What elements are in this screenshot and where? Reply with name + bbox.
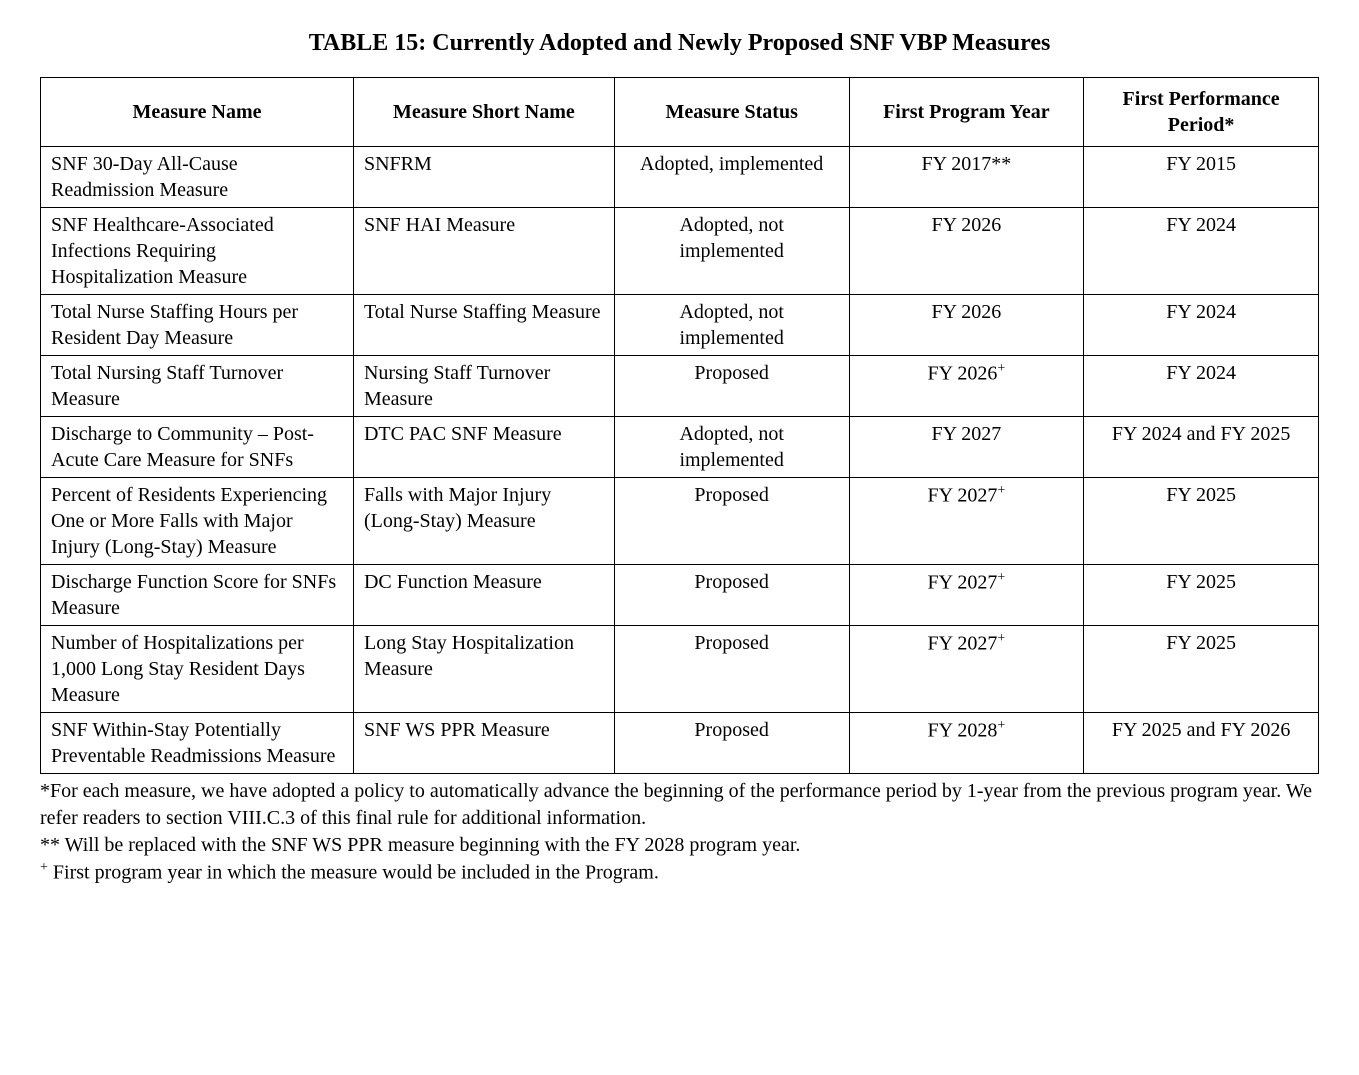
cell-measure-short-name: SNFRM <box>353 147 614 208</box>
cell-measure-short-name: DC Function Measure <box>353 565 614 626</box>
col-measure-short-name: Measure Short Name <box>353 78 614 147</box>
cell-measure-status: Adopted, not implemented <box>614 208 849 295</box>
table-row: Number of Hospitalizations per 1,000 Lon… <box>41 626 1319 713</box>
cell-measure-name: Discharge Function Score for SNFs Measur… <box>41 565 354 626</box>
table-row: SNF 30-Day All-Cause Readmission Measure… <box>41 147 1319 208</box>
table-row: SNF Healthcare-Associated Infections Req… <box>41 208 1319 295</box>
footnote-star: *For each measure, we have adopted a pol… <box>40 778 1319 832</box>
cell-first-program-year: FY 2026 <box>849 208 1084 295</box>
cell-first-program-year: FY 2027+ <box>849 565 1084 626</box>
cell-first-program-year: FY 2026 <box>849 295 1084 356</box>
cell-measure-name: SNF Healthcare-Associated Infections Req… <box>41 208 354 295</box>
footnotes: *For each measure, we have adopted a pol… <box>40 778 1319 887</box>
cell-first-performance-period: FY 2015 <box>1084 147 1319 208</box>
table-row: Total Nurse Staffing Hours per Resident … <box>41 295 1319 356</box>
cell-measure-name: Total Nurse Staffing Hours per Resident … <box>41 295 354 356</box>
footnote-doublestar: ** Will be replaced with the SNF WS PPR … <box>40 832 1319 859</box>
table-header-row: Measure Name Measure Short Name Measure … <box>41 78 1319 147</box>
cell-first-performance-period: FY 2025 <box>1084 626 1319 713</box>
footnote-plus: + First program year in which the measur… <box>40 859 1319 887</box>
cell-measure-short-name: Nursing Staff Turnover Measure <box>353 356 614 417</box>
table-row: SNF Within-Stay Potentially Preventable … <box>41 713 1319 774</box>
cell-measure-status: Proposed <box>614 713 849 774</box>
cell-measure-status: Adopted, not implemented <box>614 295 849 356</box>
table-row: Discharge Function Score for SNFs Measur… <box>41 565 1319 626</box>
cell-first-performance-period: FY 2024 and FY 2025 <box>1084 417 1319 478</box>
cell-measure-short-name: SNF WS PPR Measure <box>353 713 614 774</box>
cell-measure-short-name: DTC PAC SNF Measure <box>353 417 614 478</box>
table-row: Percent of Residents Experiencing One or… <box>41 478 1319 565</box>
cell-measure-status: Adopted, implemented <box>614 147 849 208</box>
cell-measure-short-name: Long Stay Hospitalization Measure <box>353 626 614 713</box>
cell-first-program-year: FY 2028+ <box>849 713 1084 774</box>
measures-table: Measure Name Measure Short Name Measure … <box>40 77 1319 774</box>
cell-first-performance-period: FY 2024 <box>1084 208 1319 295</box>
cell-first-performance-period: FY 2025 <box>1084 565 1319 626</box>
table-title: TABLE 15: Currently Adopted and Newly Pr… <box>40 30 1319 57</box>
col-first-program-year: First Program Year <box>849 78 1084 147</box>
col-first-performance-period: First Performance Period* <box>1084 78 1319 147</box>
cell-measure-status: Adopted, not implemented <box>614 417 849 478</box>
table-row: Discharge to Community – Post-Acute Care… <box>41 417 1319 478</box>
cell-first-program-year: FY 2017** <box>849 147 1084 208</box>
cell-measure-name: Discharge to Community – Post-Acute Care… <box>41 417 354 478</box>
cell-measure-short-name: Falls with Major Injury (Long-Stay) Meas… <box>353 478 614 565</box>
col-measure-name: Measure Name <box>41 78 354 147</box>
cell-first-program-year: FY 2027 <box>849 417 1084 478</box>
cell-measure-short-name: Total Nurse Staffing Measure <box>353 295 614 356</box>
cell-first-performance-period: FY 2024 <box>1084 356 1319 417</box>
cell-measure-name: Total Nursing Staff Turnover Measure <box>41 356 354 417</box>
cell-measure-short-name: SNF HAI Measure <box>353 208 614 295</box>
cell-first-performance-period: FY 2025 <box>1084 478 1319 565</box>
col-measure-status: Measure Status <box>614 78 849 147</box>
table-row: Total Nursing Staff Turnover MeasureNurs… <box>41 356 1319 417</box>
cell-first-program-year: FY 2027+ <box>849 478 1084 565</box>
cell-measure-name: SNF 30-Day All-Cause Readmission Measure <box>41 147 354 208</box>
cell-measure-status: Proposed <box>614 478 849 565</box>
cell-measure-status: Proposed <box>614 356 849 417</box>
cell-measure-name: Percent of Residents Experiencing One or… <box>41 478 354 565</box>
cell-first-program-year: FY 2026+ <box>849 356 1084 417</box>
cell-first-performance-period: FY 2024 <box>1084 295 1319 356</box>
cell-measure-status: Proposed <box>614 626 849 713</box>
cell-first-program-year: FY 2027+ <box>849 626 1084 713</box>
cell-first-performance-period: FY 2025 and FY 2026 <box>1084 713 1319 774</box>
cell-measure-name: Number of Hospitalizations per 1,000 Lon… <box>41 626 354 713</box>
cell-measure-status: Proposed <box>614 565 849 626</box>
cell-measure-name: SNF Within-Stay Potentially Preventable … <box>41 713 354 774</box>
